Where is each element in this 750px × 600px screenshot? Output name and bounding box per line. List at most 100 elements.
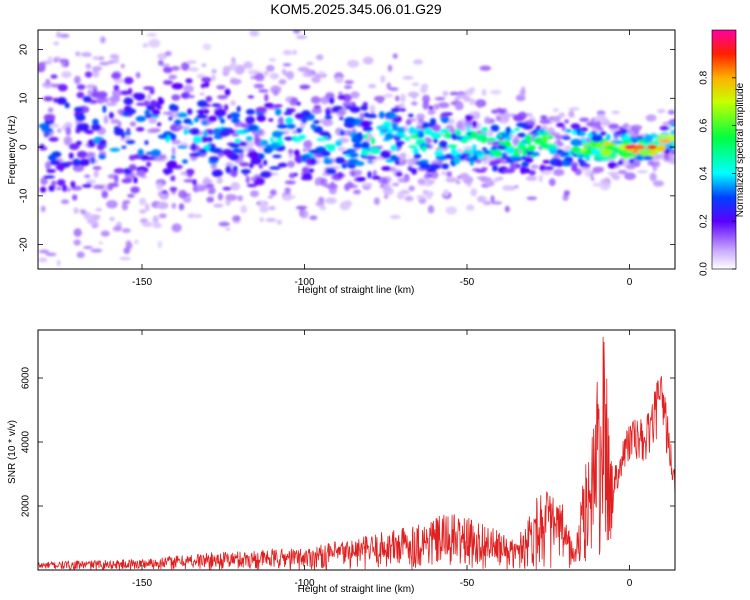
spectrogram-cell	[268, 118, 274, 122]
spectrogram-cell	[269, 136, 275, 143]
spectrogram-cell	[205, 183, 215, 188]
spectrogram-cell	[175, 125, 185, 130]
spectrogram-cell	[196, 74, 206, 79]
spectrogram-cell	[343, 200, 353, 207]
spectrogram-cell	[300, 209, 309, 219]
chart-title: KOM5.2025.345.06.01.G29	[270, 1, 441, 17]
spectrogram-cell	[139, 209, 147, 214]
spectrogram-cell	[73, 228, 82, 237]
snr-frame	[37, 329, 676, 571]
spectrogram-cell	[313, 126, 323, 134]
spectrogram-cell	[302, 71, 313, 78]
spectrogram-cell	[89, 214, 101, 220]
spectrogram-cell	[318, 118, 329, 124]
spectrogram-cell	[462, 145, 474, 150]
spectrogram-cell	[269, 72, 280, 80]
spectrogram-cell	[263, 70, 269, 77]
colorbar-gradient	[711, 29, 737, 270]
spectrogram-cell	[208, 115, 218, 122]
spectrogram-cell	[107, 182, 120, 188]
spectrogram-cell	[38, 257, 48, 263]
spectrogram-cell	[590, 177, 595, 181]
spectrogram-cell	[273, 88, 279, 96]
spectrogram-cell	[558, 112, 565, 118]
spectrogram-cell	[56, 179, 66, 187]
spectrogram-cell	[168, 116, 173, 121]
snr-series-line	[38, 336, 675, 570]
spectrogram-cell	[319, 131, 330, 137]
spectrogram-cell	[431, 171, 439, 179]
spectrogram-cell	[476, 154, 485, 159]
spectrogram-cell	[193, 214, 202, 218]
spectrogram-cell	[446, 171, 453, 178]
spectrogram-cell	[608, 123, 620, 130]
spectrogram-cell	[469, 98, 476, 106]
spectrogram-cell	[199, 92, 205, 96]
spectrogram-cell	[90, 248, 103, 253]
spectrogram-peak	[624, 144, 635, 150]
y-tick-label: 10	[19, 92, 30, 104]
spectrogram-cell	[109, 54, 120, 59]
spectrogram-cell	[140, 154, 150, 161]
spectrogram-cell	[211, 169, 223, 178]
spectrogram-cell	[475, 169, 487, 173]
spectrogram-cell	[292, 135, 298, 140]
spectrogram-cell	[498, 115, 510, 124]
spectrogram-cell	[256, 114, 266, 122]
spectrogram-cell	[56, 31, 62, 38]
spectrogram-cell	[92, 166, 102, 170]
spectrogram-cell	[395, 141, 406, 145]
spectrogram-cell	[76, 251, 85, 259]
spectrogram-cell	[171, 82, 184, 90]
spectrogram-cell	[324, 115, 333, 120]
spectrogram-cell	[323, 158, 333, 165]
spectrogram-cell	[496, 115, 501, 121]
spectrogram-cell	[428, 105, 434, 111]
spectrogram-cell	[317, 71, 326, 76]
spectrogram-cell	[394, 133, 403, 137]
spectrogram-cell	[178, 203, 185, 211]
spectrogram-cell	[188, 67, 199, 72]
spectrogram-cell	[303, 140, 313, 149]
spectrogram-cell	[229, 78, 242, 85]
spectrogram-cell	[491, 109, 500, 114]
spectrogram-cell	[454, 102, 464, 111]
spectrogram-cell	[158, 59, 164, 66]
spectrogram-cell	[315, 54, 324, 61]
spectrogram-cell	[183, 118, 192, 124]
spectrogram-cell	[533, 137, 545, 145]
spectrogram-cell	[337, 94, 346, 100]
spectrogram-peak	[666, 134, 675, 140]
spectrogram-cell	[162, 111, 173, 115]
spectrogram-cell	[331, 106, 340, 113]
spectrogram-cell	[359, 112, 365, 122]
spectrogram-cell	[284, 136, 294, 141]
spectrogram-cell	[585, 153, 591, 162]
spectrogram-cell	[79, 209, 86, 213]
spectrogram-cell	[255, 106, 268, 113]
spectrogram-cell	[248, 69, 259, 75]
spectrogram-cell	[487, 129, 494, 137]
spectrogram-cell	[647, 160, 657, 166]
spectrogram-cell	[479, 65, 492, 71]
spectrogram-cell	[441, 163, 449, 170]
spectrogram-cell	[59, 33, 70, 38]
spectrogram-cell	[64, 138, 71, 146]
spectrogram-cell	[395, 160, 400, 166]
spectrogram-cell	[476, 195, 488, 203]
spectrogram-cell	[113, 126, 121, 131]
spectrogram-cell	[472, 120, 478, 128]
spectrogram-cell	[381, 177, 388, 184]
spectrogram-cell	[231, 118, 241, 124]
spectrogram-cell	[351, 136, 363, 144]
spectrogram-cell	[368, 159, 373, 164]
spectrogram-cell	[407, 166, 412, 171]
spectrogram-cell	[344, 80, 354, 85]
spectrogram-cell	[404, 195, 414, 202]
spectrogram-cell	[205, 95, 213, 103]
spectrogram-cell	[643, 134, 653, 143]
spectrogram-cell	[511, 156, 523, 160]
spectrogram-cell	[295, 205, 308, 210]
spectrogram-cell	[92, 56, 100, 60]
